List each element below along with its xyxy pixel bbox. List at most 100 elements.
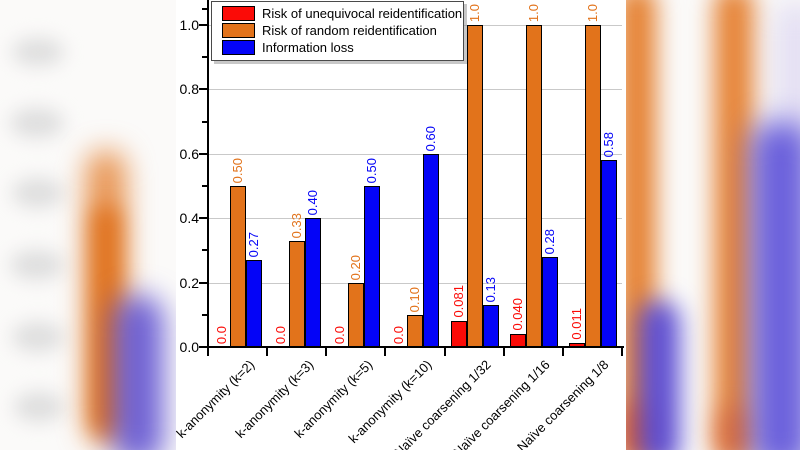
blur-smudge [12, 178, 64, 208]
blur-smudge [12, 322, 64, 352]
bar-value-label: 0.20 [346, 188, 366, 280]
x-tick [384, 348, 386, 356]
blur-smudge [12, 38, 64, 66]
y-tick-major-0.6 [199, 153, 207, 155]
x-tick [621, 348, 623, 356]
bar-value-label: 0.0 [330, 252, 350, 344]
y-tick-label-0.0: 0.0 [179, 339, 199, 355]
bar-value-text: 0.0 [214, 325, 229, 344]
bar-blue-3 [423, 154, 439, 348]
bar-value-text: 0.081 [451, 285, 466, 318]
bar-value-label: 0.60 [421, 59, 441, 151]
bar-value-label: 0.33 [287, 146, 307, 238]
gridline-y-0.6 [208, 154, 622, 155]
bar-blue-0 [246, 260, 262, 348]
bar-value-label: 0.081 [449, 226, 469, 318]
y-tick-minor [202, 8, 207, 10]
bar-value-text: 0.60 [423, 125, 438, 151]
bar-orange-6 [585, 25, 601, 348]
blur-smudge [14, 392, 64, 422]
bar-value-label: 0.50 [228, 91, 248, 183]
y-tick-minor [202, 249, 207, 251]
bar-value-text: 0.20 [348, 254, 363, 280]
bar-value-text: 0.040 [510, 298, 525, 331]
legend-row-0: Risk of unequivocal reidentification [222, 5, 463, 22]
bar-blue-6 [601, 160, 617, 348]
bar-value-text: 0.0 [273, 325, 288, 344]
bar-value-label: 0.011 [567, 248, 587, 340]
bar-value-text: 0.0 [332, 325, 347, 344]
x-tick [562, 348, 564, 356]
blur-smudge [10, 108, 64, 138]
y-tick-major-0.4 [199, 217, 207, 219]
bar-value-text: 1.0 [585, 3, 600, 22]
bar-value-label: 0.27 [244, 165, 264, 257]
bar-orange-0 [230, 186, 246, 348]
bar-value-label: 0.28 [540, 162, 560, 254]
legend-label: Information loss [262, 40, 354, 55]
legend-swatch [222, 40, 255, 55]
bar-value-label: 0.040 [508, 239, 528, 331]
bar-value-label: 0.13 [481, 210, 501, 302]
gridline-y-0.2 [208, 283, 622, 284]
blur-smudge [10, 250, 64, 280]
y-tick-minor [202, 56, 207, 58]
x-tick [444, 348, 446, 356]
bar-orange-5 [526, 25, 542, 348]
bar-blue-4 [483, 305, 499, 348]
legend-label: Risk of unequivocal reidentification [262, 6, 463, 21]
blur-red-bar [716, 406, 750, 450]
legend-row-2: Information loss [222, 39, 463, 56]
bar-value-text: 1.0 [467, 3, 482, 22]
y-axis [207, 0, 209, 349]
blur-panel-left [0, 0, 176, 450]
bar-red-4 [451, 321, 467, 348]
gridline-y-0.4 [208, 218, 622, 219]
bar-value-label: 0.0 [389, 252, 409, 344]
bar-blue-2 [364, 186, 380, 348]
x-tick [503, 348, 505, 356]
bar-value-text: 1.0 [526, 3, 541, 22]
bar-blue-5 [542, 257, 558, 348]
y-tick-label-1.0: 1.0 [179, 17, 199, 33]
legend-label: Risk of random reidentification [262, 23, 437, 38]
x-tick [266, 348, 268, 356]
gridline-y-0.8 [208, 89, 622, 90]
y-tick-major-1.0 [199, 24, 207, 26]
bar-blue-1 [305, 218, 321, 348]
blur-blue-bar [112, 295, 164, 450]
x-axis [207, 346, 624, 348]
bar-value-text: 0.27 [246, 231, 261, 257]
y-tick-minor [202, 121, 207, 123]
y-tick-label-0.4: 0.4 [179, 210, 199, 226]
bar-value-text: 0.33 [289, 212, 304, 238]
x-tick [207, 348, 209, 356]
bar-value-text: 0.13 [483, 276, 498, 302]
legend-swatch [222, 23, 255, 38]
y-tick-label-0.8: 0.8 [179, 81, 199, 97]
legend-swatch [222, 6, 255, 21]
y-tick-minor [202, 185, 207, 187]
x-tick [325, 348, 327, 356]
bar-value-text: 0.40 [305, 189, 320, 215]
bar-value-text: 0.50 [230, 157, 245, 183]
legend: Risk of unequivocal reidentification Risk… [211, 1, 464, 61]
bar-value-label: 0.0 [271, 252, 291, 344]
blur-panel-right [626, 0, 800, 450]
bar-value-label: 0.50 [362, 91, 382, 183]
bar-orange-4 [467, 25, 483, 348]
bar-value-text: 0.50 [364, 157, 379, 183]
y-tick-minor [202, 314, 207, 316]
bar-value-label: 0.58 [599, 65, 619, 157]
blur-blue-bar [750, 122, 800, 450]
legend-row-1: Risk of random reidentification [222, 22, 463, 39]
bar-value-text: 0.28 [542, 228, 557, 254]
bar-orange-1 [289, 241, 305, 348]
blur-orange-bar [714, 0, 754, 450]
y-tick-major-0.2 [199, 282, 207, 284]
y-tick-label-0.6: 0.6 [179, 146, 199, 162]
bar-value-text: 0.10 [407, 286, 422, 312]
bar-value-label: 0.40 [303, 123, 323, 215]
bar-value-text: 0.0 [391, 325, 406, 344]
